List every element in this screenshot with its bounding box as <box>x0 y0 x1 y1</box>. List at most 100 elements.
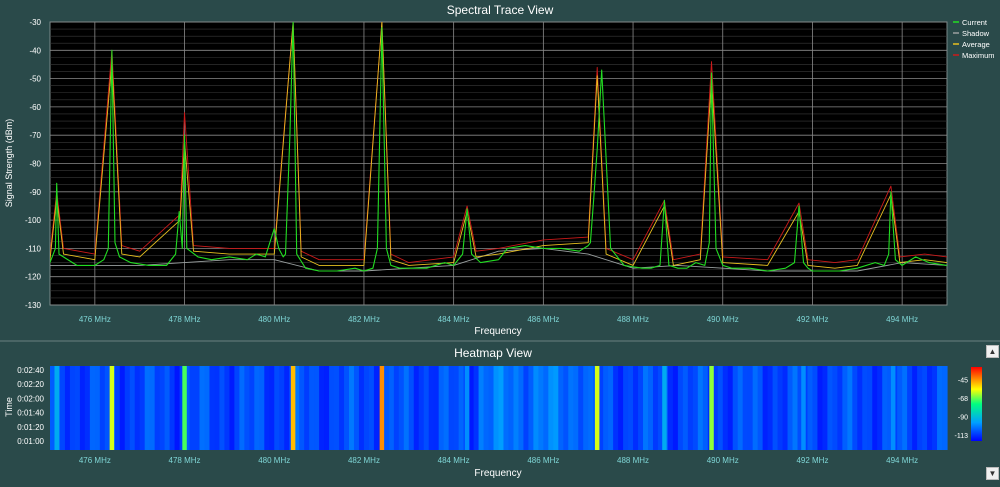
heatmap-column <box>633 366 639 450</box>
heatmap-y-tick-label: 0:01:00 <box>17 437 44 446</box>
heatmap-column <box>199 366 206 450</box>
heatmap-column <box>677 366 684 450</box>
heatmap-column <box>219 366 226 450</box>
heatmap-column <box>533 366 539 450</box>
heatmap-column <box>393 366 400 450</box>
colorbar-ticks: -45 -68 -90 -113 <box>955 377 969 440</box>
heatmap-column <box>388 366 395 450</box>
heatmap-x-tick-label: 476 MHz <box>79 456 111 465</box>
series-line-current <box>50 22 947 272</box>
heatmap-x-tick-label: 486 MHz <box>527 456 559 465</box>
heatmap-column <box>548 366 554 450</box>
heatmap-column <box>299 366 305 450</box>
heatmap-column <box>493 366 500 450</box>
colorbar-tick-label: -45 <box>958 377 968 384</box>
heatmap-column <box>827 366 833 450</box>
heatmap-column <box>244 366 250 450</box>
heatmap-column <box>932 366 938 450</box>
x-tick-label: 492 MHz <box>796 315 828 324</box>
heatmap-column <box>50 366 56 450</box>
heatmap-column <box>498 366 505 450</box>
heatmap-hot-band <box>709 366 714 450</box>
legend-label-current: Current <box>962 18 988 27</box>
colorbar-tick-label: -68 <box>958 396 968 403</box>
heatmap-column <box>598 366 604 450</box>
heatmap-column <box>119 366 126 450</box>
heatmap-column <box>229 366 235 450</box>
heatmap-column <box>877 366 883 450</box>
heatmap-y-tick-label: 0:02:00 <box>17 394 44 403</box>
heatmap-column <box>628 366 634 450</box>
heatmap-column <box>618 366 624 450</box>
heatmap-y-tick-label: 0:01:20 <box>17 423 44 432</box>
heatmap-column <box>538 366 544 450</box>
heatmap-ylabel: Time <box>4 397 14 417</box>
heatmap-x-tick-label: 492 MHz <box>796 456 828 465</box>
heatmap-column <box>762 366 769 450</box>
heatmap-column <box>922 366 928 450</box>
x-tick-label: 476 MHz <box>79 315 111 324</box>
heatmap-column <box>239 366 245 450</box>
heatmap-column <box>478 366 485 450</box>
heatmap-column <box>64 366 71 450</box>
heatmap-column <box>702 366 709 450</box>
heatmap-column <box>687 366 694 450</box>
scroll-up-button[interactable]: ▲ <box>986 345 999 358</box>
heatmap-column <box>757 366 764 450</box>
heatmap-column <box>777 366 784 450</box>
heatmap-hot-band <box>662 366 667 450</box>
heatmap-hot-band <box>594 366 600 450</box>
heatmap-column <box>897 366 903 450</box>
heatmap-column <box>917 366 923 450</box>
heatmap-column <box>99 366 106 450</box>
heatmap-column <box>787 366 794 450</box>
heatmap-column <box>742 366 749 450</box>
heatmap-column <box>583 366 589 450</box>
heatmap-column <box>513 366 520 450</box>
heatmap-column <box>772 366 779 450</box>
heatmap-column <box>169 366 176 450</box>
heatmap-column <box>214 366 221 450</box>
x-tick-label: 486 MHz <box>527 315 559 324</box>
heatmap-xlabel: Frequency <box>474 468 521 479</box>
y-tick-label: -80 <box>29 160 41 169</box>
heatmap-hot-band <box>182 366 187 450</box>
heatmap-column <box>672 366 679 450</box>
heatmap-column <box>902 366 908 450</box>
heatmap-x-tick-label: 484 MHz <box>438 456 470 465</box>
heatmap-column <box>104 366 111 450</box>
heatmap-column <box>144 366 151 450</box>
heatmap-column <box>862 366 868 450</box>
heatmap-column <box>413 366 420 450</box>
y-tick-label: -130 <box>25 301 42 310</box>
heatmap-column <box>383 366 390 450</box>
heatmap-column <box>358 366 365 450</box>
x-tick-label: 480 MHz <box>258 315 290 324</box>
heatmap-column <box>573 366 579 450</box>
heatmap-x-ticks: 476 MHz 478 MHz 480 MHz 482 MHz 484 MHz 486 M… <box>79 456 918 465</box>
heatmap-x-tick-label: 478 MHz <box>169 456 201 465</box>
y-tick-label: -120 <box>25 273 42 282</box>
heatmap-column <box>69 366 76 450</box>
heatmap-column <box>304 366 310 450</box>
legend-label-shadow: Shadow <box>962 29 990 38</box>
y-tick-label: -100 <box>25 216 42 225</box>
heatmap-column <box>543 366 549 450</box>
heatmap-column <box>334 366 340 450</box>
heatmap-column <box>697 366 704 450</box>
scroll-down-button[interactable]: ▼ <box>986 467 999 480</box>
heatmap-column <box>737 366 744 450</box>
y-tick-label: -60 <box>29 103 41 112</box>
heatmap-column <box>249 366 255 450</box>
heatmap-column <box>648 366 654 450</box>
heatmap-column <box>428 366 435 450</box>
heatmap-column <box>518 366 525 450</box>
heatmap-column <box>194 366 201 450</box>
heatmap-hot-band <box>801 366 806 450</box>
heatmap-column <box>608 366 614 450</box>
heatmap-column <box>124 366 131 450</box>
heatmap-column <box>59 366 66 450</box>
heatmap-column <box>363 366 370 450</box>
heatmap-column <box>269 366 275 450</box>
